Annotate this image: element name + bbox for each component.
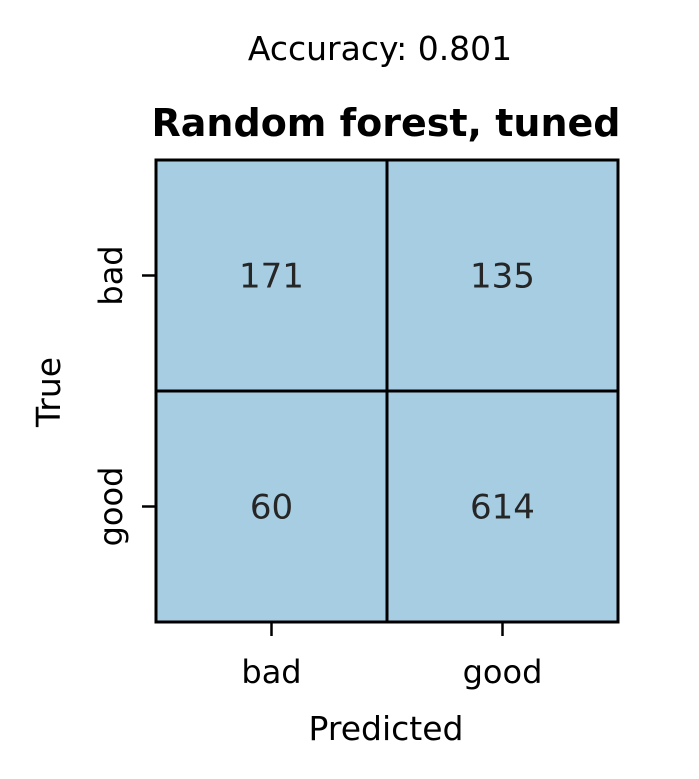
x-axis-label: Predicted	[309, 709, 464, 748]
cell-value-label: 60	[250, 488, 293, 528]
chart-title: Random forest, tuned	[152, 101, 621, 145]
chart-subtitle: Accuracy: 0.801	[248, 29, 512, 68]
cell-value-label: 614	[470, 488, 535, 528]
plot-frame	[154, 158, 620, 624]
cell-value-label: 171	[239, 257, 304, 297]
heatmap-cell	[385, 389, 620, 624]
heatmap-cell	[154, 158, 389, 393]
heatmap-cell-labels: 171 135 60 614	[239, 257, 535, 528]
cell-value-label: 135	[470, 257, 535, 297]
y-tick-label: bad	[92, 245, 130, 305]
y-axis-ticks: bad good	[92, 245, 156, 546]
x-tick-label: good	[463, 653, 543, 691]
x-tick-label: bad	[241, 653, 301, 691]
heatmap-cell	[154, 389, 389, 624]
y-tick-label: good	[92, 467, 130, 547]
heatmap-cells	[154, 158, 620, 624]
heatmap-cell	[385, 158, 620, 393]
y-axis-label: True	[29, 357, 68, 428]
x-axis-ticks: bad good	[241, 622, 542, 691]
